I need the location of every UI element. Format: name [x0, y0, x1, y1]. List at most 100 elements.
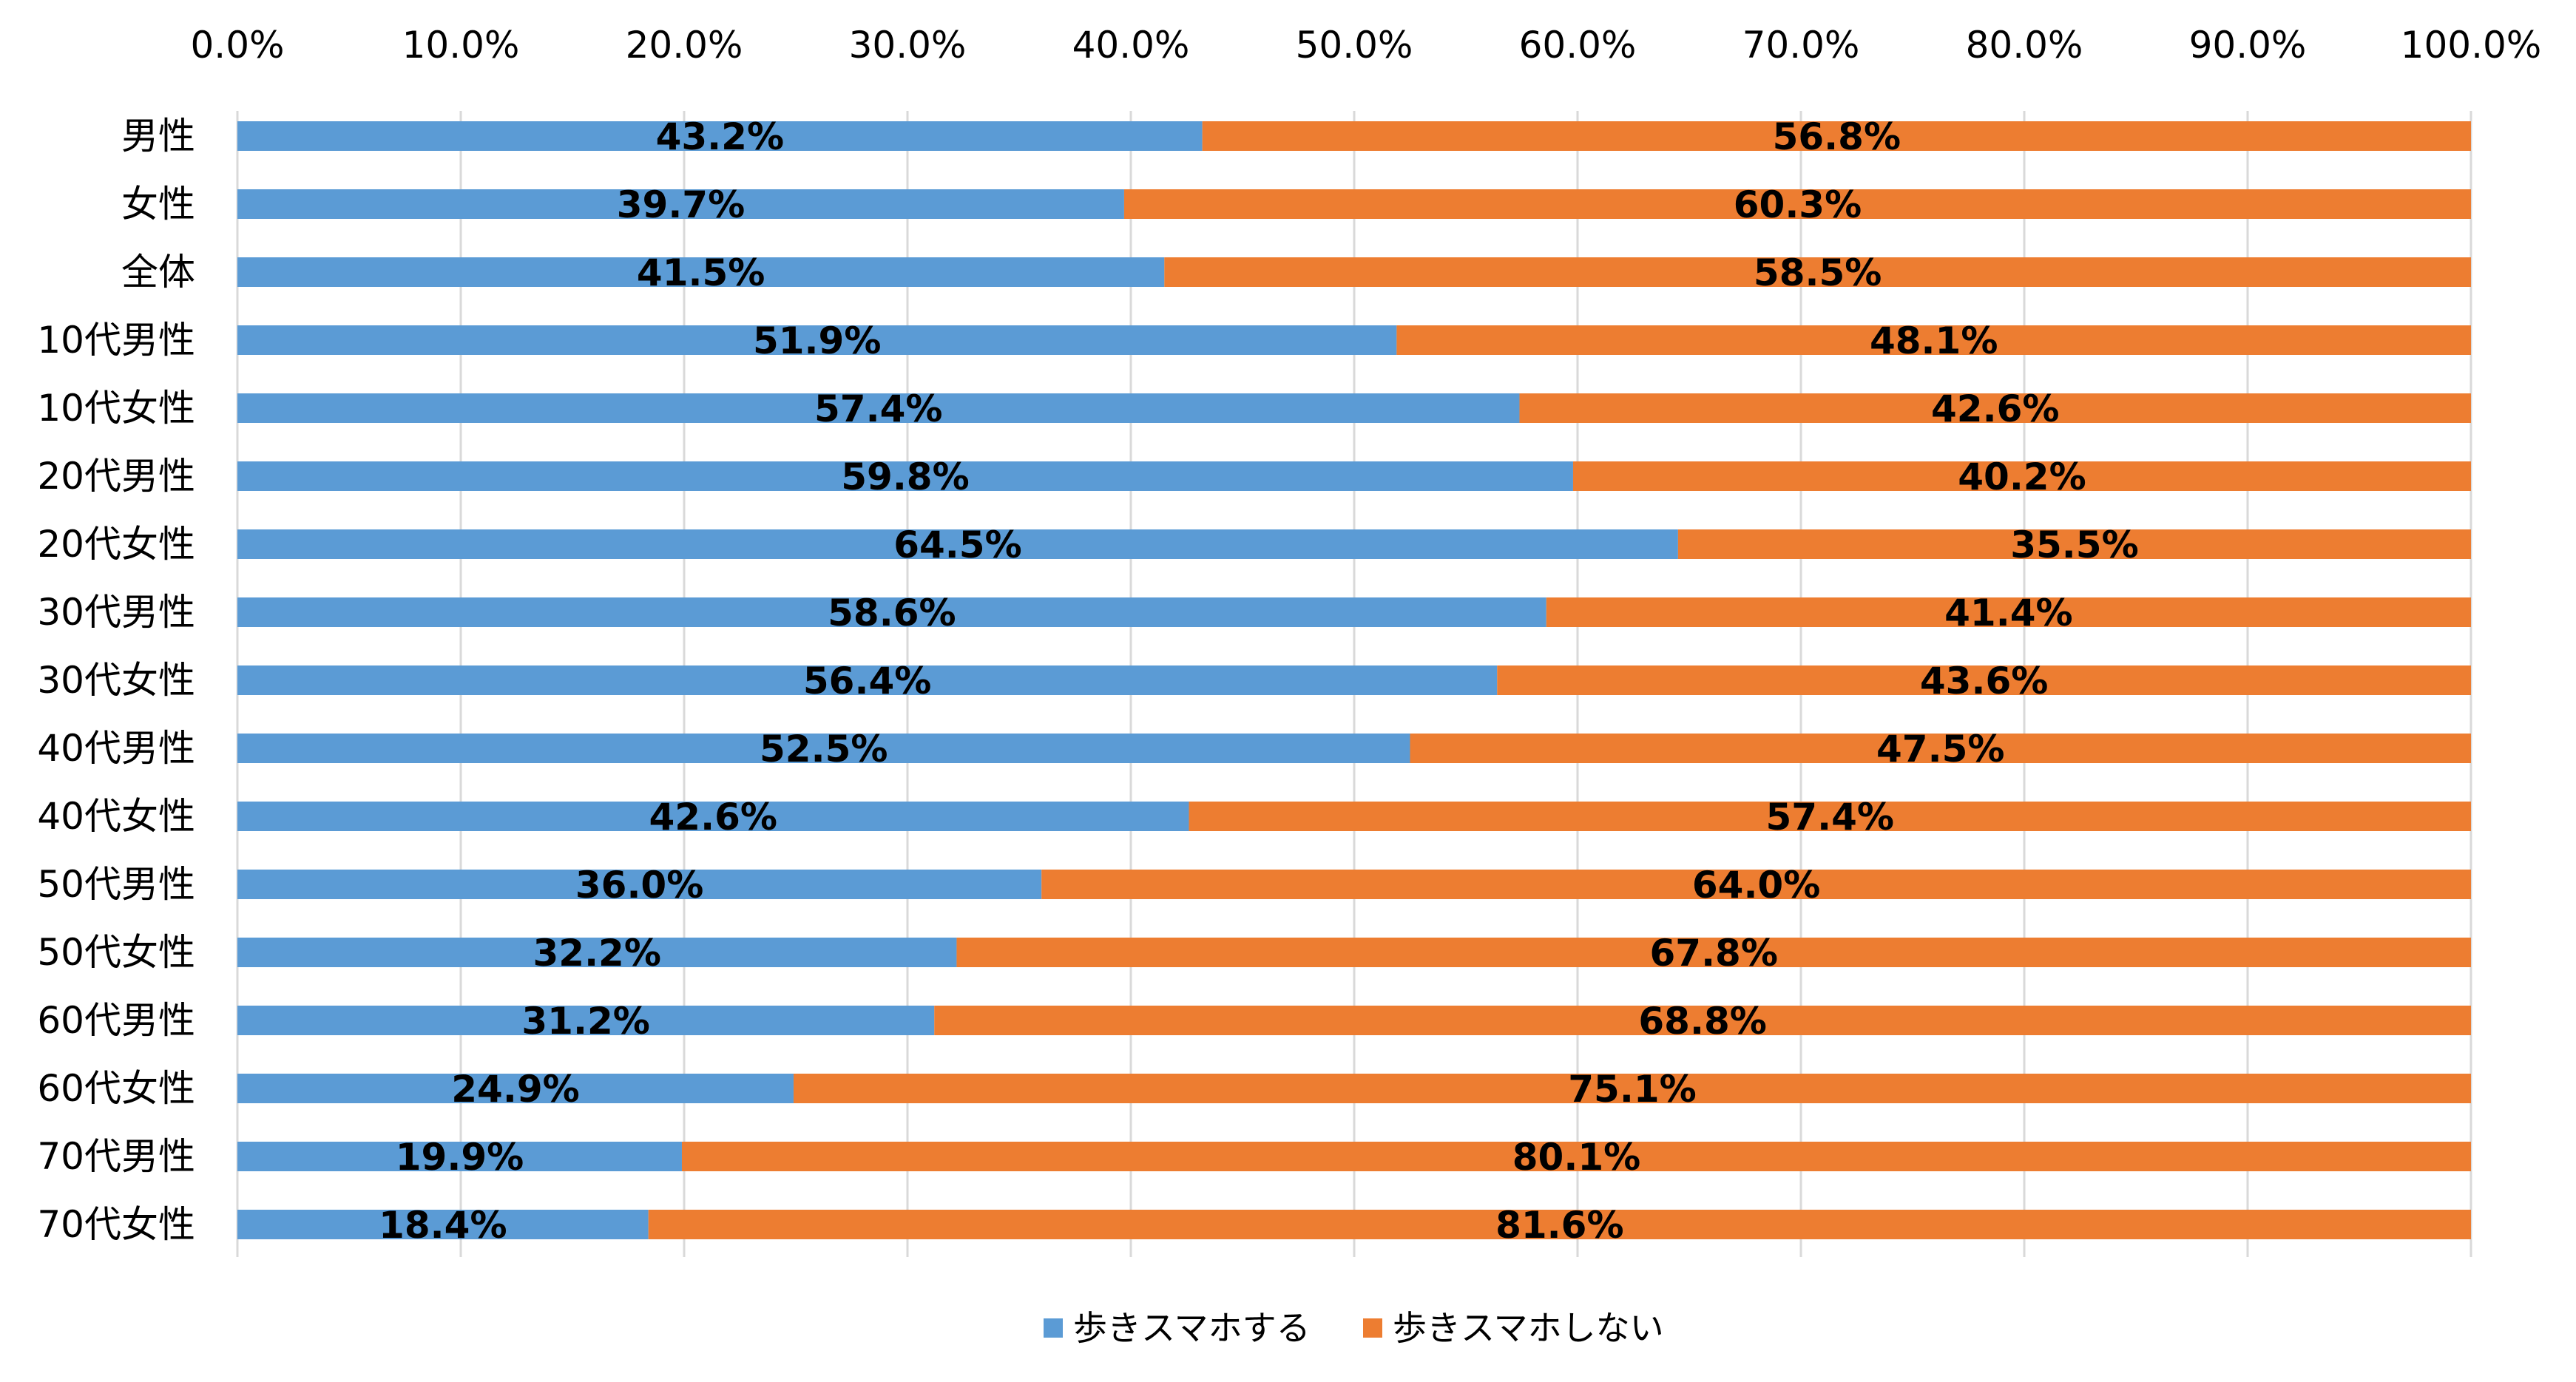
data-label: 39.7%	[617, 183, 745, 226]
bar-segment-not-walking-smartphone	[1546, 597, 2471, 627]
data-label: 59.8%	[841, 455, 969, 498]
data-label: 41.5%	[637, 251, 765, 294]
category-label: 30代女性	[37, 659, 195, 702]
data-label: 56.8%	[1773, 115, 1901, 158]
data-label: 51.9%	[753, 319, 881, 362]
bar-segment-walking-smartphone	[237, 1006, 935, 1035]
category-label: 全体	[121, 251, 195, 294]
data-label: 47.5%	[1876, 728, 2004, 770]
category-label: 60代女性	[37, 1067, 195, 1110]
data-label: 64.0%	[1692, 864, 1820, 907]
bar-segment-walking-smartphone	[237, 121, 1203, 151]
bar-segment-not-walking-smartphone	[1396, 325, 2471, 355]
category-label: 男性	[121, 115, 195, 157]
data-label: 41.4%	[1944, 592, 2072, 634]
legend-label: 歩きスマホする	[1073, 1308, 1311, 1348]
x-tick-label: 60.0%	[1519, 24, 1637, 67]
data-label: 75.1%	[1568, 1068, 1696, 1111]
bar-segment-not-walking-smartphone	[1189, 802, 2471, 831]
data-label: 81.6%	[1495, 1204, 1623, 1247]
category-label: 30代男性	[37, 591, 195, 634]
category-label: 女性	[121, 183, 195, 226]
bar-segment-walking-smartphone	[237, 1074, 794, 1103]
data-label: 42.6%	[1931, 387, 2059, 430]
bar-segment-walking-smartphone	[237, 1142, 682, 1171]
bar-segment-walking-smartphone	[237, 257, 1165, 287]
x-tick-label: 40.0%	[1072, 24, 1190, 67]
bar-segment-walking-smartphone	[237, 802, 1189, 831]
bar-segment-walking-smartphone	[237, 393, 1520, 423]
bar-segment-not-walking-smartphone	[1677, 529, 2471, 559]
bar-segment-not-walking-smartphone	[1123, 189, 2471, 219]
bar-segment-not-walking-smartphone	[1202, 121, 2471, 151]
legend-swatch	[1044, 1318, 1063, 1338]
bar-segment-not-walking-smartphone	[1497, 665, 2471, 695]
data-label: 80.1%	[1512, 1136, 1640, 1179]
bar-segment-not-walking-smartphone	[1041, 870, 2471, 899]
category-label: 40代男性	[37, 727, 195, 770]
bars	[237, 121, 2472, 1239]
x-tick-label: 30.0%	[849, 24, 967, 67]
data-label: 57.4%	[814, 387, 942, 430]
data-label: 57.4%	[1766, 796, 1894, 839]
data-label: 58.6%	[828, 592, 956, 634]
category-label: 50代男性	[37, 863, 195, 906]
data-label: 52.5%	[760, 728, 888, 770]
bar-segment-walking-smartphone	[237, 189, 1124, 219]
bar-segment-not-walking-smartphone	[793, 1074, 2471, 1103]
category-label: 20代女性	[37, 523, 195, 566]
bar-segment-walking-smartphone	[237, 1210, 649, 1239]
data-label: 18.4%	[379, 1204, 507, 1247]
x-tick-label: 0.0%	[190, 24, 284, 67]
category-label: 70代女性	[37, 1203, 195, 1246]
bar-segment-not-walking-smartphone	[1572, 461, 2471, 491]
category-label: 10代女性	[37, 387, 195, 430]
bar-segment-not-walking-smartphone	[934, 1006, 2471, 1035]
data-label: 43.2%	[656, 115, 784, 158]
data-label: 58.5%	[1754, 251, 1882, 294]
data-label: 35.5%	[2010, 524, 2138, 566]
bar-segment-not-walking-smartphone	[1410, 734, 2471, 763]
category-label: 20代男性	[37, 455, 195, 498]
bar-segment-walking-smartphone	[237, 325, 1397, 355]
data-label: 31.2%	[521, 1000, 649, 1043]
data-label: 67.8%	[1649, 932, 1777, 975]
category-label: 50代女性	[37, 931, 195, 974]
legend-label: 歩きスマホしない	[1393, 1308, 1664, 1348]
data-label: 48.1%	[1870, 319, 1998, 362]
x-axis-tick-labels: 0.0% 10.0% 20.0% 30.0% 40.0% 50.0% 60.0% 70.0% 8…	[190, 24, 2541, 67]
data-label: 64.5%	[893, 524, 1021, 566]
category-label: 60代男性	[37, 999, 195, 1042]
data-label: 24.9%	[451, 1068, 579, 1111]
bar-segment-walking-smartphone	[237, 870, 1042, 899]
bar-segment-not-walking-smartphone	[681, 1142, 2471, 1171]
category-label: 70代男性	[37, 1135, 195, 1178]
data-label: 68.8%	[1638, 1000, 1766, 1043]
bar-segment-not-walking-smartphone	[1164, 257, 2471, 287]
bar-segment-walking-smartphone	[237, 529, 1678, 559]
bar-segment-walking-smartphone	[237, 734, 1410, 763]
data-labels: 43.2% 56.8% 39.7% 60.3% 41.5% 58.5% 51.9% 48.1%…	[379, 115, 2139, 1247]
x-tick-label: 100.0%	[2401, 24, 2542, 67]
data-label: 40.2%	[1958, 455, 2086, 498]
legend: 歩きスマホする 歩きスマホしない	[1044, 1308, 1664, 1348]
bar-segment-walking-smartphone	[237, 938, 957, 967]
legend-swatch	[1363, 1318, 1382, 1338]
x-tick-label: 80.0%	[1966, 24, 2083, 67]
data-label: 36.0%	[575, 864, 703, 907]
x-tick-label: 90.0%	[2189, 24, 2307, 67]
bar-segment-walking-smartphone	[237, 461, 1573, 491]
x-tick-label: 70.0%	[1742, 24, 1860, 67]
data-label: 32.2%	[533, 932, 660, 975]
x-tick-label: 10.0%	[402, 24, 520, 67]
data-label: 19.9%	[396, 1136, 524, 1179]
data-label: 43.6%	[1920, 660, 2048, 702]
data-label: 56.4%	[803, 660, 931, 702]
bar-segment-walking-smartphone	[237, 597, 1546, 627]
x-tick-label: 50.0%	[1296, 24, 1413, 67]
data-label: 42.6%	[649, 796, 777, 839]
bar-segment-walking-smartphone	[237, 665, 1498, 695]
